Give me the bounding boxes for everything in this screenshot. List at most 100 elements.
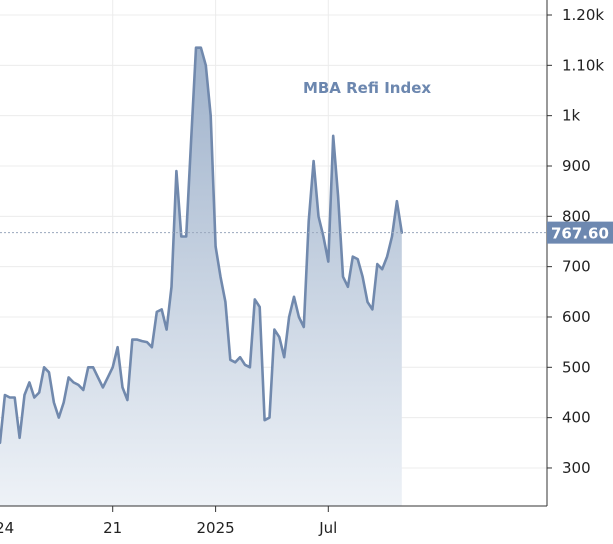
data-point <box>43 366 46 369</box>
data-point <box>107 376 110 379</box>
data-point <box>298 316 301 319</box>
data-point <box>58 416 61 419</box>
data-point <box>18 437 21 440</box>
y-tick-label: 1k <box>562 107 581 125</box>
y-tick-label: 900 <box>562 157 591 175</box>
data-point <box>317 215 320 218</box>
data-point <box>391 235 394 238</box>
data-point <box>111 366 114 369</box>
data-point <box>229 359 232 362</box>
data-point <box>48 371 51 374</box>
data-point <box>82 389 85 392</box>
data-point <box>381 268 384 271</box>
data-point <box>33 396 36 399</box>
data-point <box>254 298 257 301</box>
data-point <box>244 364 247 367</box>
y-tick-label: 500 <box>562 358 591 376</box>
data-point <box>205 64 208 67</box>
data-point <box>151 346 154 349</box>
data-point <box>92 366 95 369</box>
data-point <box>322 235 325 238</box>
data-point <box>386 255 389 258</box>
data-point <box>97 376 100 379</box>
data-point <box>332 135 335 138</box>
data-point <box>180 235 183 238</box>
data-point <box>224 301 227 304</box>
data-point <box>170 286 173 289</box>
data-point <box>312 160 315 163</box>
data-point <box>303 326 306 329</box>
y-tick-label: 600 <box>562 308 591 326</box>
series-name-label: MBA Refi Index <box>303 79 431 97</box>
data-point <box>9 396 12 399</box>
data-point <box>23 394 26 397</box>
data-point <box>77 384 80 387</box>
y-tick-label: 300 <box>562 459 591 477</box>
data-point <box>136 338 139 341</box>
data-point <box>214 245 217 248</box>
data-point <box>156 311 159 314</box>
data-point <box>160 308 163 311</box>
data-point <box>342 275 345 278</box>
x-tick-label: 2024 <box>0 519 14 537</box>
y-tick-label: 1.20k <box>562 6 604 24</box>
data-point <box>102 386 105 389</box>
x-tick-label: 21 <box>103 519 122 537</box>
data-point <box>185 235 188 238</box>
y-tick-label: 400 <box>562 409 591 427</box>
data-point <box>371 308 374 311</box>
data-point <box>356 258 359 261</box>
y-tick-label: 700 <box>562 258 591 276</box>
data-point <box>165 328 168 331</box>
data-point <box>141 340 144 343</box>
data-point <box>376 263 379 266</box>
data-point <box>121 386 124 389</box>
y-tick-label: 800 <box>562 207 591 225</box>
data-point <box>116 346 119 349</box>
data-point <box>4 394 7 397</box>
data-point <box>13 396 16 399</box>
x-tick-label: Jul <box>318 519 337 537</box>
data-point <box>72 381 75 384</box>
series-line <box>0 46 404 445</box>
data-point <box>219 275 222 278</box>
data-point <box>131 338 134 341</box>
data-point <box>190 140 193 143</box>
data-point <box>62 401 65 404</box>
data-point <box>38 391 41 394</box>
data-point <box>337 195 340 198</box>
data-point <box>278 336 281 339</box>
data-point <box>327 260 330 263</box>
data-point <box>200 46 203 49</box>
data-point <box>283 356 286 359</box>
data-point <box>53 401 56 404</box>
data-point <box>396 200 399 203</box>
data-point <box>263 419 266 422</box>
data-point <box>288 316 291 319</box>
data-point <box>87 366 90 369</box>
data-point <box>146 341 149 344</box>
last-value-label: 767.60 <box>551 225 609 243</box>
data-point <box>273 328 276 331</box>
data-point <box>126 399 129 402</box>
data-point <box>268 416 271 419</box>
last-value-badge <box>547 221 613 244</box>
data-point <box>239 356 242 359</box>
data-point <box>234 361 237 364</box>
data-point <box>195 46 198 49</box>
data-point <box>307 220 310 223</box>
data-point <box>175 170 178 173</box>
data-point <box>293 296 296 299</box>
data-point <box>249 366 252 369</box>
data-point <box>361 275 364 278</box>
data-point <box>352 255 355 258</box>
y-axis: 300 400 500 600 700 800 900 1k 1.10k 1.20k <box>547 6 604 477</box>
data-point <box>67 376 70 379</box>
data-point <box>209 114 212 117</box>
series-area <box>0 47 402 506</box>
data-point <box>366 301 369 304</box>
data-point <box>347 286 350 289</box>
x-axis: 2024 21 2025 Jul <box>0 506 337 537</box>
x-tick-label: 2025 <box>197 519 235 537</box>
